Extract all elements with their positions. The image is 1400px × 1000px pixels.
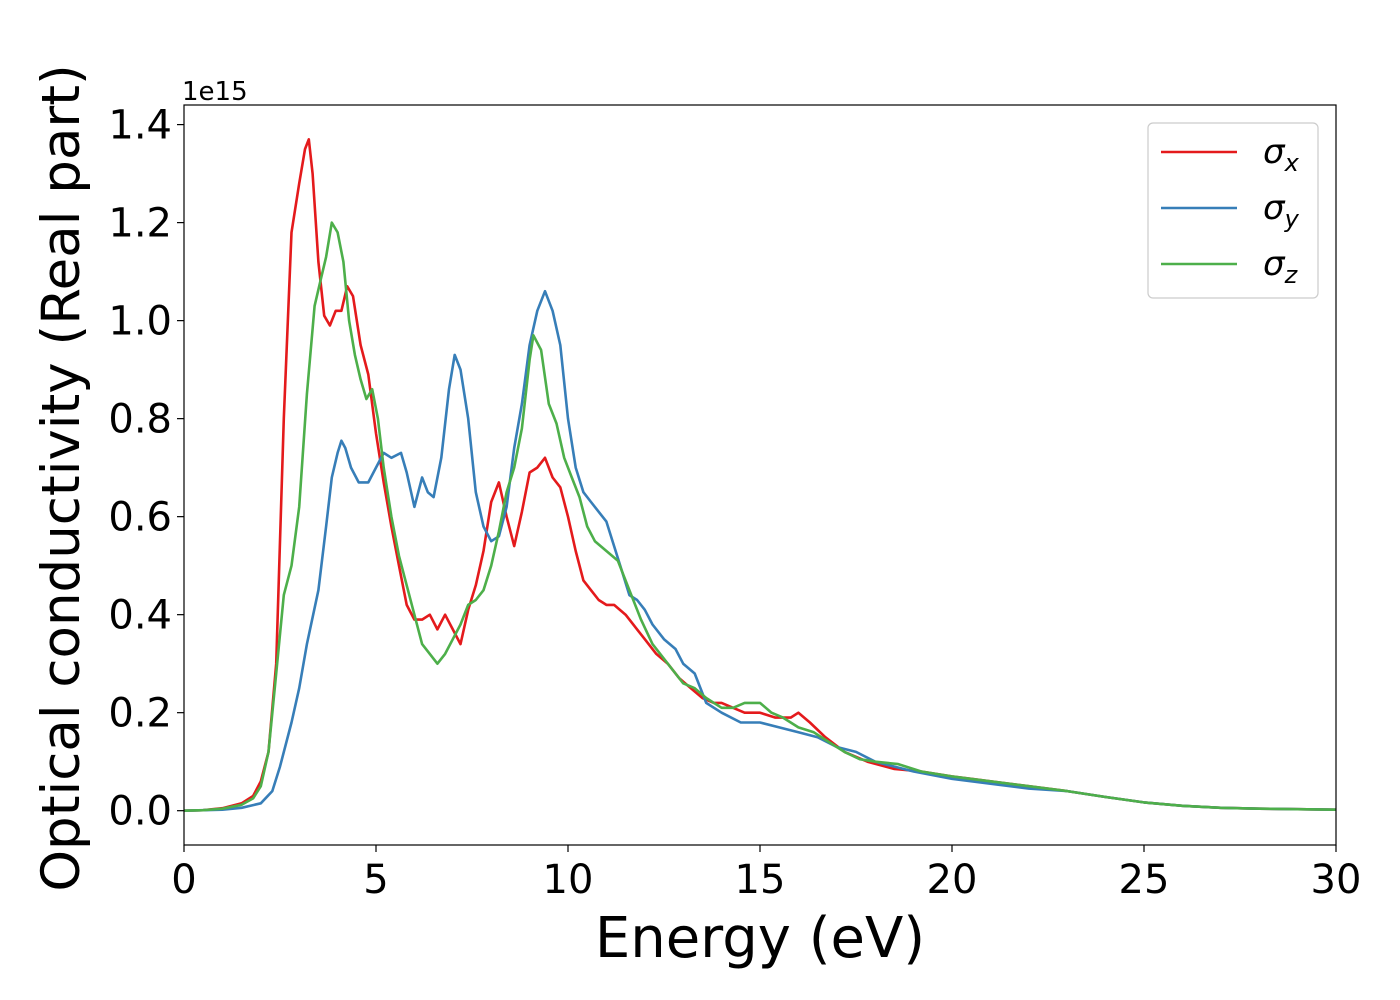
x-tick-label: 10 <box>543 857 594 903</box>
x-tick-label: 30 <box>1311 857 1362 903</box>
legend-label-y: σy <box>1263 188 1300 233</box>
x-axis-label: Energy (eV) <box>595 906 925 971</box>
x-tick-label: 0 <box>171 857 196 903</box>
legend-frame <box>1147 122 1319 299</box>
x-tick-label: 15 <box>735 857 786 903</box>
series-layer <box>184 138 1336 812</box>
y-tick-label: 0.6 <box>108 495 172 541</box>
y-tick-label: 0.0 <box>108 789 172 835</box>
x-tick-label: 20 <box>927 857 978 903</box>
y-tick-label: 0.2 <box>108 691 172 737</box>
legend-label-z: σz <box>1263 244 1299 289</box>
y-axis-label: Optical conductivity (Real part) <box>31 64 92 891</box>
y-tick-label: 0.4 <box>108 593 172 639</box>
y-axis-ticks: 0.0 0.2 0.4 0.6 0.8 1.0 1.2 1.4 <box>108 103 184 835</box>
x-tick-label: 25 <box>1119 857 1170 903</box>
series-line-y <box>184 289 1336 812</box>
x-axis-ticks: 0 5 10 15 20 25 30 <box>171 845 1361 903</box>
y-tick-label: 1.4 <box>108 103 172 149</box>
legend-items: σx σy σz <box>1161 132 1300 289</box>
y-tick-label: 1.0 <box>108 299 172 345</box>
legend: σx σy σz <box>1147 122 1319 299</box>
y-tick-label: 0.8 <box>108 397 172 443</box>
y-axis-offset-text: 1e15 <box>182 77 248 107</box>
series-line-z <box>184 221 1336 812</box>
legend-label-x: σx <box>1263 132 1300 177</box>
y-tick-label: 1.2 <box>108 201 172 247</box>
x-tick-label: 5 <box>363 857 388 903</box>
